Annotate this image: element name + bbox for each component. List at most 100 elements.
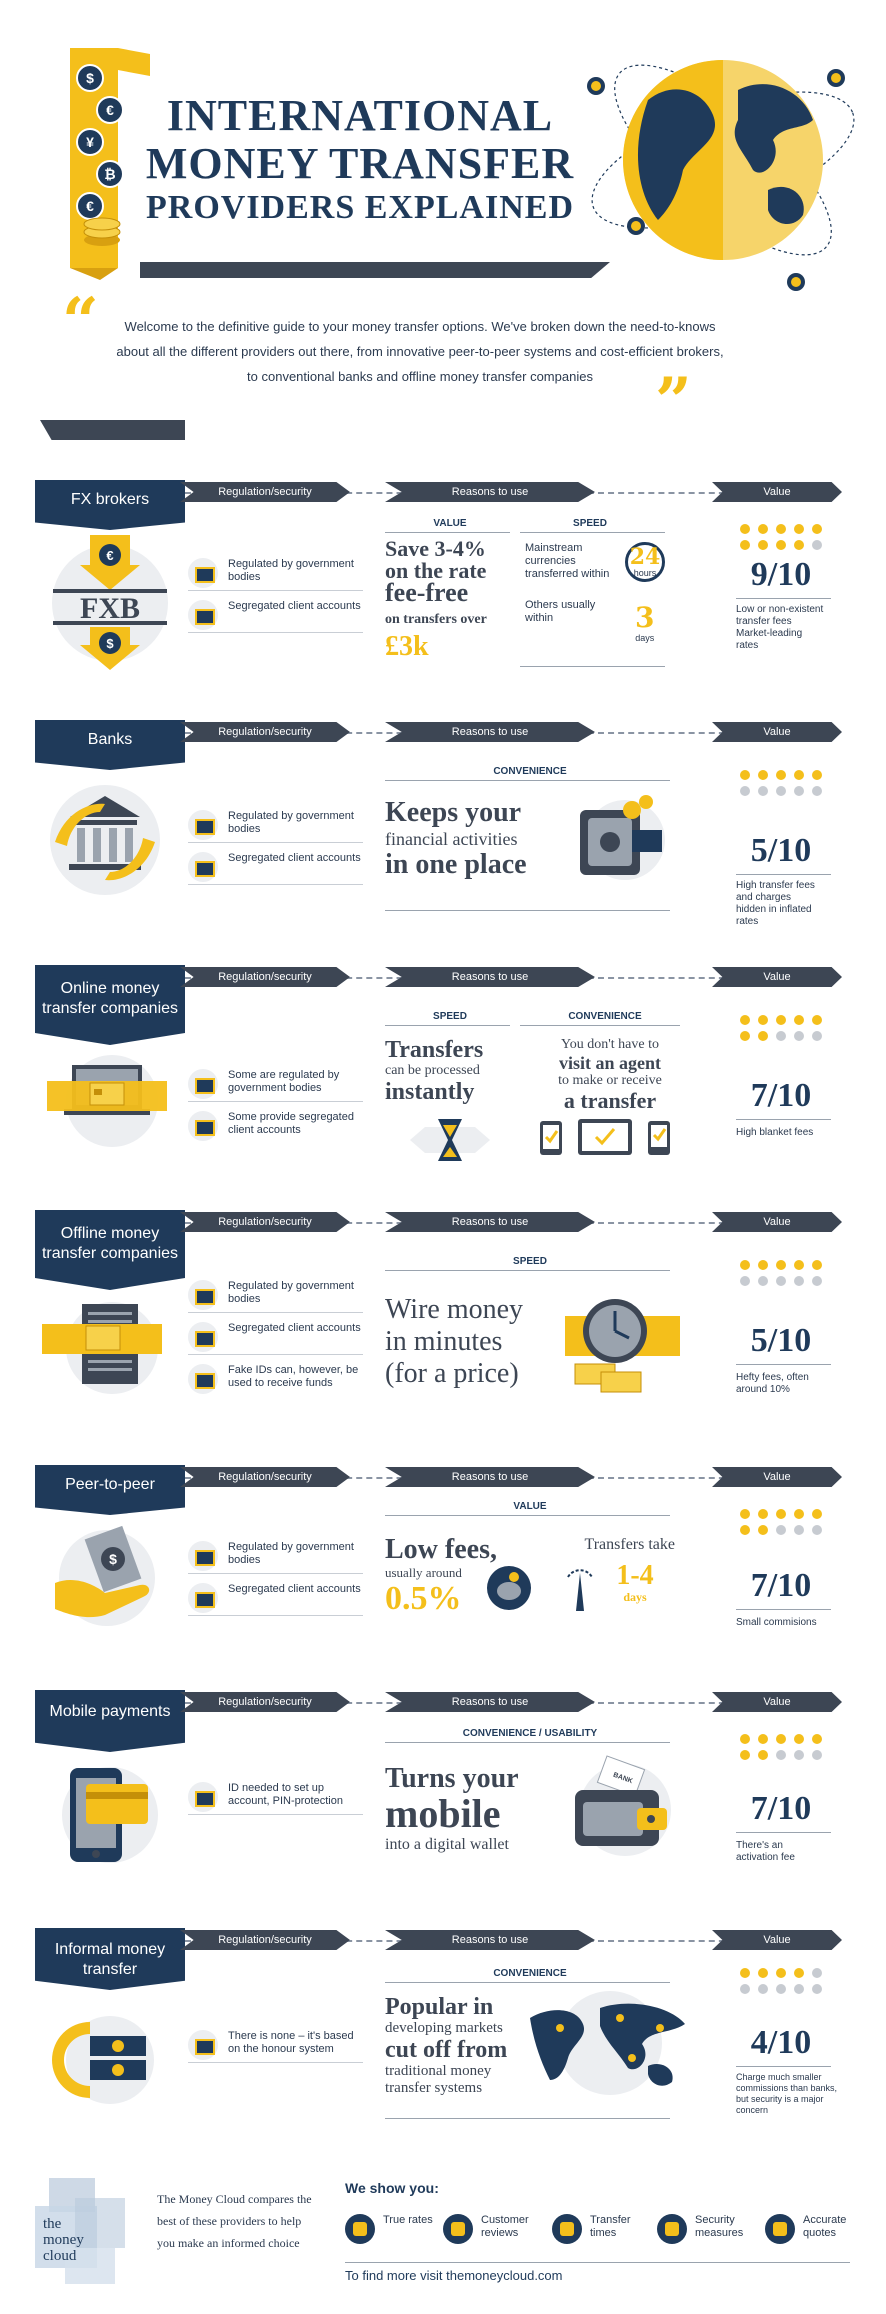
rating-dot-filled [812, 1260, 822, 1270]
title-underline-bar [140, 262, 610, 278]
svg-text:$: $ [106, 636, 114, 651]
fxb-illustration: € FXB $ [52, 535, 168, 670]
rating-dot-empty [740, 786, 750, 796]
value-header: Value [712, 1467, 842, 1487]
rating-dots [740, 1260, 826, 1286]
section-title: Offline money transfer companies [35, 1210, 185, 1290]
regulation-header: Regulation/security [180, 1930, 350, 1950]
rating-dot-empty [794, 1525, 804, 1535]
rating-dot-filled [794, 1260, 804, 1270]
rating-dot-filled [740, 524, 750, 534]
we-show-heading: We show you: [345, 2180, 439, 2196]
feature-true-rates: True rates [345, 2214, 440, 2244]
subheading-value: VALUE [433, 518, 467, 529]
rating-dot-empty [812, 1984, 822, 1994]
reg-item: Some are regulated by government bodies [188, 1069, 363, 1099]
rating-dot-filled [776, 524, 786, 534]
reasons-header: Reasons to use [385, 967, 595, 987]
section-title: Peer-to-peer [35, 1465, 185, 1515]
rating-dot-empty [758, 786, 768, 796]
rating-dot-empty [812, 1276, 822, 1286]
rating-dot-empty [776, 1276, 786, 1286]
rating-dot-filled [758, 1734, 768, 1744]
safe-illustration [580, 795, 665, 880]
rating-dot-filled [794, 1734, 804, 1744]
reg-item: Regulated by government bodies [188, 558, 363, 588]
subheading-speed: SPEED [513, 1256, 547, 1267]
section-title: Banks [35, 720, 185, 770]
lock-icon [188, 1322, 218, 1352]
bank-illustration [50, 785, 160, 895]
rating-dot-filled [758, 1750, 768, 1760]
subheading-convenience-usability: CONVENIENCE / USABILITY [462, 1728, 598, 1739]
rating-dot-empty [794, 1750, 804, 1760]
rating-dot-filled [812, 1509, 822, 1519]
close-quote-icon: ” [655, 364, 692, 439]
laptop-card-illustration [47, 1055, 167, 1147]
mobile-card-illustration [62, 1767, 158, 1863]
reason-convenience: Keeps your financial activities in one p… [385, 797, 527, 880]
rating-dot-filled [740, 1734, 750, 1744]
rating-dot-filled [740, 1750, 750, 1760]
score: 5/10 [750, 1322, 812, 1359]
rating-dot-filled [758, 1509, 768, 1519]
rating-dots [740, 1968, 826, 1994]
reg-item: Segregated client accounts [188, 1583, 363, 1613]
section-title: Informal money transfer [35, 1928, 185, 1990]
government-building-icon [188, 1280, 218, 1310]
reason-speed: Wire money in minutes (for a price) [385, 1294, 524, 1389]
section-title: FX brokers [35, 480, 185, 530]
rating-dot-empty [794, 1031, 804, 1041]
lock-icon [188, 1583, 218, 1613]
rating-dot-filled [740, 1509, 750, 1519]
logo-word-1: the [43, 2216, 62, 2232]
score: 4/10 [750, 2024, 812, 2061]
value-note: High transfer fees and charges hidden in… [736, 880, 815, 927]
regulation-header: Regulation/security [180, 482, 350, 502]
value-note: Small commisions [736, 1617, 817, 1628]
world-map-illustration [530, 1991, 685, 2095]
government-building-icon [188, 1069, 218, 1099]
feature-customer-reviews: Customer reviews [443, 2214, 548, 2244]
hourglass-icon [410, 1119, 490, 1161]
coin-euro-2: € [86, 198, 94, 214]
devices-icon [540, 1119, 670, 1155]
rating-dots [740, 1509, 826, 1535]
rating-dots [740, 1734, 826, 1760]
subheading-convenience: CONVENIENCE [568, 1011, 642, 1022]
regulation-header: Regulation/security [180, 722, 350, 742]
security-lock-icon [657, 2214, 687, 2244]
rating-dot-empty [758, 1984, 768, 1994]
money-cloud-logo: the money cloud [35, 2178, 125, 2284]
value-header: Value [712, 967, 842, 987]
coin-icons [76, 64, 124, 246]
rating-dot-filled [758, 524, 768, 534]
government-building-icon [188, 810, 218, 840]
hand-money-illustration: $ [55, 1525, 155, 1626]
reasons-header: Reasons to use [385, 1692, 595, 1712]
rating-dot-filled [776, 1968, 786, 1978]
value-note: High blanket fees [736, 1127, 814, 1138]
fxb-logo-text: FXB [80, 592, 140, 625]
government-building-icon [188, 558, 218, 588]
footer-link[interactable]: To find more visit themoneycloud.com [345, 2268, 563, 2283]
reg-item: Segregated client accounts [188, 600, 363, 630]
reasons-header: Reasons to use [385, 1212, 595, 1232]
reasons-header: Reasons to use [385, 722, 595, 742]
form-document-illustration [42, 1302, 162, 1394]
rating-dots [740, 1015, 826, 1041]
wallet-illustration: BANK [575, 1755, 671, 1856]
regulation-header: Regulation/security [180, 1692, 350, 1712]
true-rates-icon [345, 2214, 375, 2244]
coin-scroll-illustration: $ € ¥ ₿ € [70, 48, 150, 280]
score: 7/10 [750, 1567, 812, 1604]
globe-illustration [587, 60, 855, 291]
intro-bar [40, 420, 185, 440]
rating-dot-filled [758, 1015, 768, 1025]
rating-dot-filled [776, 1260, 786, 1270]
lock-icon [188, 852, 218, 882]
banknotes-illustration [52, 2016, 154, 2104]
rating-dot-filled [812, 1734, 822, 1744]
rating-dot-filled [740, 1015, 750, 1025]
accurate-quotes-icon [765, 2214, 795, 2244]
